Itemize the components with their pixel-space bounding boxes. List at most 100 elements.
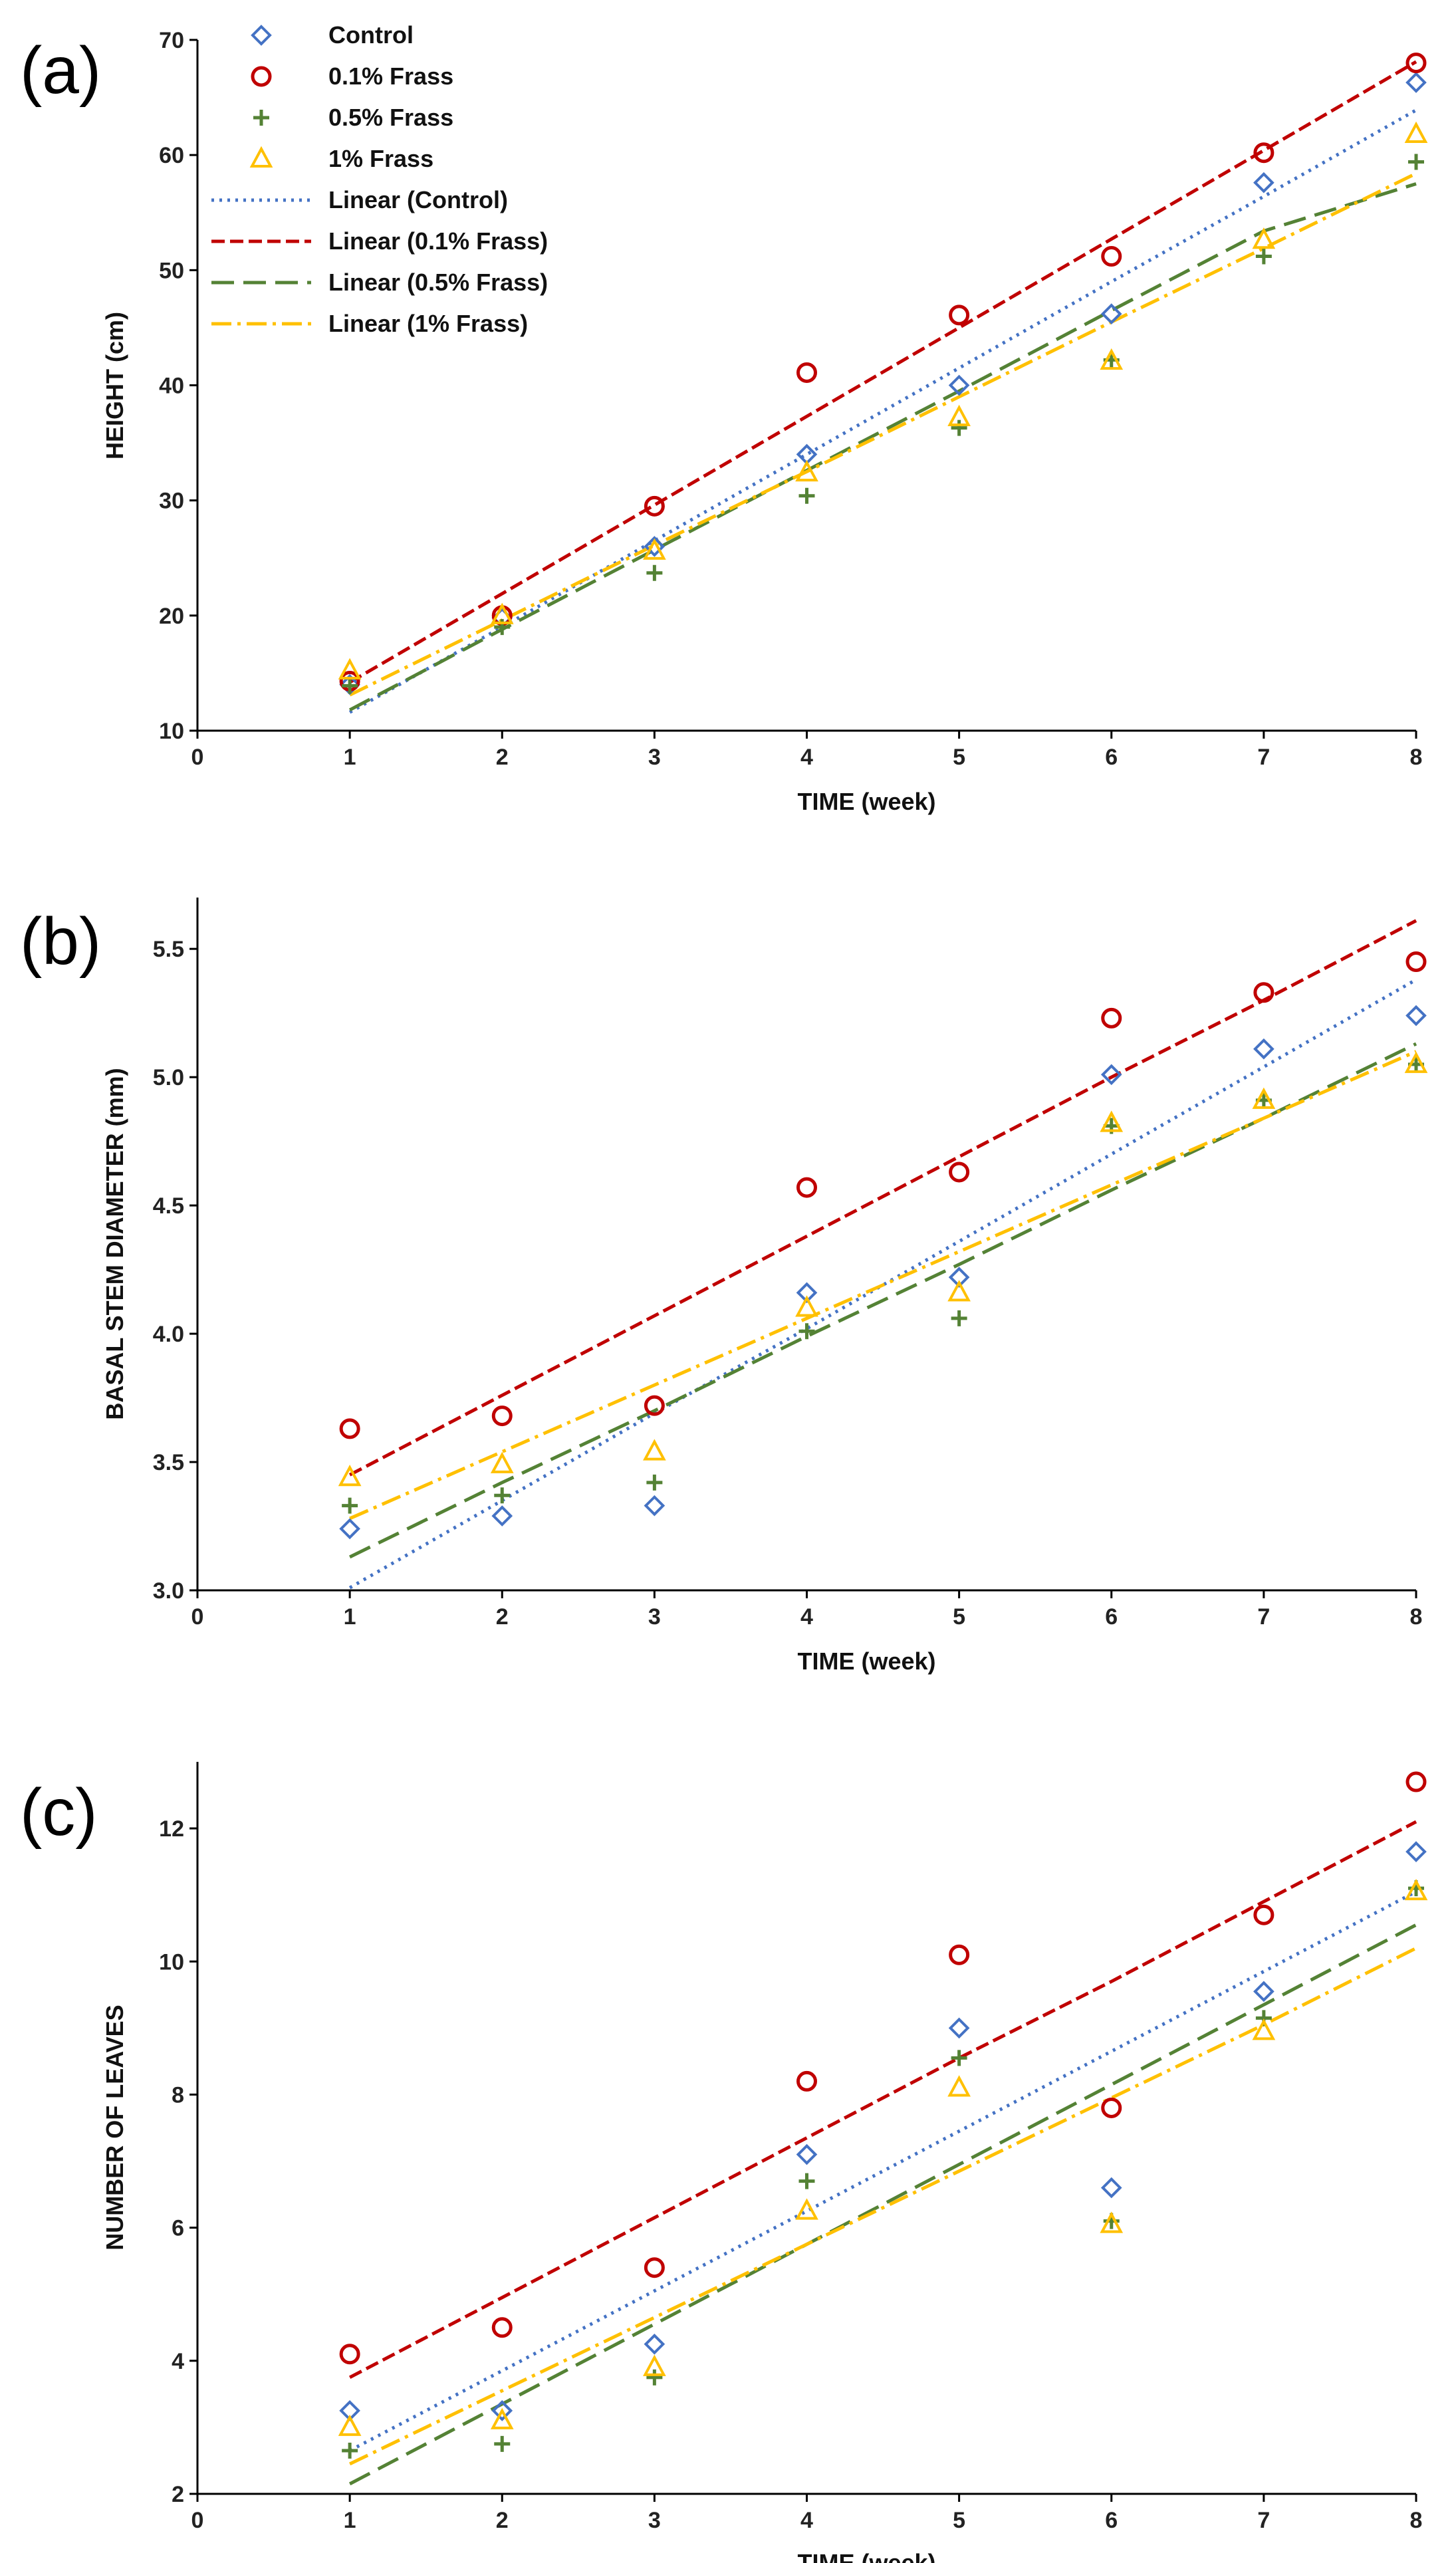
marker-0-1-frass — [491, 1405, 513, 1427]
marker-0-5-frass — [646, 1474, 663, 1491]
x-tick-label: 1 — [344, 2508, 356, 2533]
x-tick-label: 2 — [496, 745, 509, 770]
x-tick-label: 8 — [1410, 745, 1423, 770]
marker-1-frass — [1100, 348, 1124, 370]
legend-marker — [249, 146, 273, 168]
x-tick-label: 7 — [1257, 1604, 1270, 1630]
y-tick-label: 8 — [172, 2082, 184, 2108]
x-axis-title: TIME (week) — [797, 788, 935, 815]
trend-line-0-5-frass — [349, 1042, 1417, 1559]
marker-1-frass — [1252, 1087, 1276, 1109]
marker-0-1-frass — [949, 1161, 970, 1183]
y-axis-title: NUMBER OF LEAVES — [101, 2005, 128, 2250]
marker-1-frass — [338, 658, 362, 679]
marker-1-frass — [1100, 1110, 1124, 1132]
marker-1-frass — [795, 1295, 818, 1317]
x-tick-label: 5 — [953, 2508, 965, 2533]
marker-1-frass — [1100, 2211, 1124, 2233]
marker-control — [1253, 1981, 1274, 2003]
trend-line-control — [348, 1890, 1417, 2453]
x-tick-label: 1 — [344, 1604, 356, 1630]
marker-0-5-frass — [342, 2442, 358, 2459]
trend-line-0-5-frass — [348, 182, 1417, 712]
marker-0-5-frass — [1408, 154, 1424, 170]
x-tick-label: 2 — [496, 1604, 509, 1630]
marker-control — [491, 2400, 513, 2421]
x-tick-label: 8 — [1410, 1604, 1423, 1630]
y-tick-label: 5.5 — [153, 937, 184, 962]
y-tick-label: 2 — [172, 2482, 184, 2507]
marker-0-1-frass — [339, 2344, 360, 2365]
marker-0-1-frass — [1101, 246, 1122, 267]
marker-0-1-frass — [949, 305, 970, 326]
marker-control — [1100, 303, 1122, 324]
marker-1-frass — [338, 2414, 362, 2436]
marker-control — [948, 2017, 970, 2039]
x-tick-label: 2 — [496, 2508, 509, 2533]
y-tick-label: 30 — [159, 489, 184, 514]
marker-control — [1253, 172, 1274, 193]
marker-1-frass — [947, 404, 971, 426]
marker-0-1-frass — [1101, 2097, 1122, 2118]
legend-marker — [251, 25, 272, 46]
legend-label: Linear (Control) — [328, 186, 508, 213]
trend-line-0-1-frass — [348, 60, 1417, 684]
y-tick-label: 4 — [172, 2349, 184, 2374]
marker-1-frass — [947, 1280, 971, 1302]
x-tick-label: 0 — [191, 745, 204, 770]
marker-control — [796, 1282, 818, 1304]
legend-marker — [251, 66, 272, 87]
y-tick-label: 4.0 — [153, 1322, 184, 1347]
marker-1-frass — [1252, 2018, 1276, 2040]
legend-label: 1% Frass — [328, 145, 433, 172]
x-tick-label: 3 — [648, 2508, 661, 2533]
marker-1-frass — [795, 2198, 818, 2220]
marker-0-1-frass — [796, 1177, 817, 1198]
marker-0-5-frass — [646, 564, 663, 581]
marker-control — [796, 2143, 818, 2165]
marker-0-5-frass — [494, 2435, 511, 2452]
y-tick-label: 6 — [172, 2216, 184, 2241]
x-tick-label: 6 — [1105, 1604, 1118, 1630]
marker-1-frass — [795, 459, 818, 482]
legend-marker — [253, 110, 269, 126]
marker-1-frass — [490, 602, 514, 624]
marker-0-5-frass — [798, 2173, 815, 2189]
chart-panel-1: (a) 0 1 2 3 4 5 6 7 8 10 20 30 40 50 60 70 TIME (week) HEI… — [20, 21, 1428, 815]
legend-label: 0.5% Frass — [328, 104, 453, 131]
y-tick-label: 50 — [159, 258, 184, 283]
trend-line-0-1-frass — [348, 919, 1417, 1477]
marker-1-frass — [1404, 1878, 1428, 1901]
legend-label: 0.1% Frass — [328, 62, 453, 90]
trend-line-control — [348, 978, 1417, 1590]
marker-0-1-frass — [644, 495, 665, 517]
marker-control — [1405, 1841, 1427, 1862]
y-tick-label: 12 — [159, 1816, 184, 1842]
marker-0-1-frass — [796, 362, 817, 383]
marker-0-1-frass — [491, 2317, 513, 2338]
y-tick-label: 40 — [159, 374, 184, 399]
x-tick-label: 6 — [1105, 2508, 1118, 2533]
marker-0-1-frass — [339, 1418, 360, 1439]
marker-control — [491, 1505, 513, 1526]
marker-1-frass — [490, 1451, 514, 1473]
trend-line-1-frass — [349, 1947, 1417, 2466]
trend-line-0-5-frass — [348, 1923, 1417, 2486]
marker-control — [644, 2333, 666, 2355]
marker-control — [644, 536, 666, 557]
y-tick-label: 70 — [159, 28, 184, 53]
panel-label: (b) — [20, 904, 101, 979]
marker-0-5-frass — [951, 420, 967, 436]
panel-label: (a) — [20, 33, 101, 108]
marker-control — [1100, 1064, 1122, 1086]
y-tick-label: 3.5 — [153, 1450, 184, 1475]
x-tick-label: 5 — [953, 745, 965, 770]
marker-0-5-frass — [798, 487, 815, 504]
x-tick-label: 7 — [1257, 2508, 1270, 2533]
legend-label: Control — [328, 21, 414, 49]
marker-0-5-frass — [342, 677, 358, 694]
x-tick-label: 3 — [648, 745, 661, 770]
marker-1-frass — [1404, 1051, 1428, 1073]
legend-label: Linear (1% Frass) — [328, 310, 528, 337]
